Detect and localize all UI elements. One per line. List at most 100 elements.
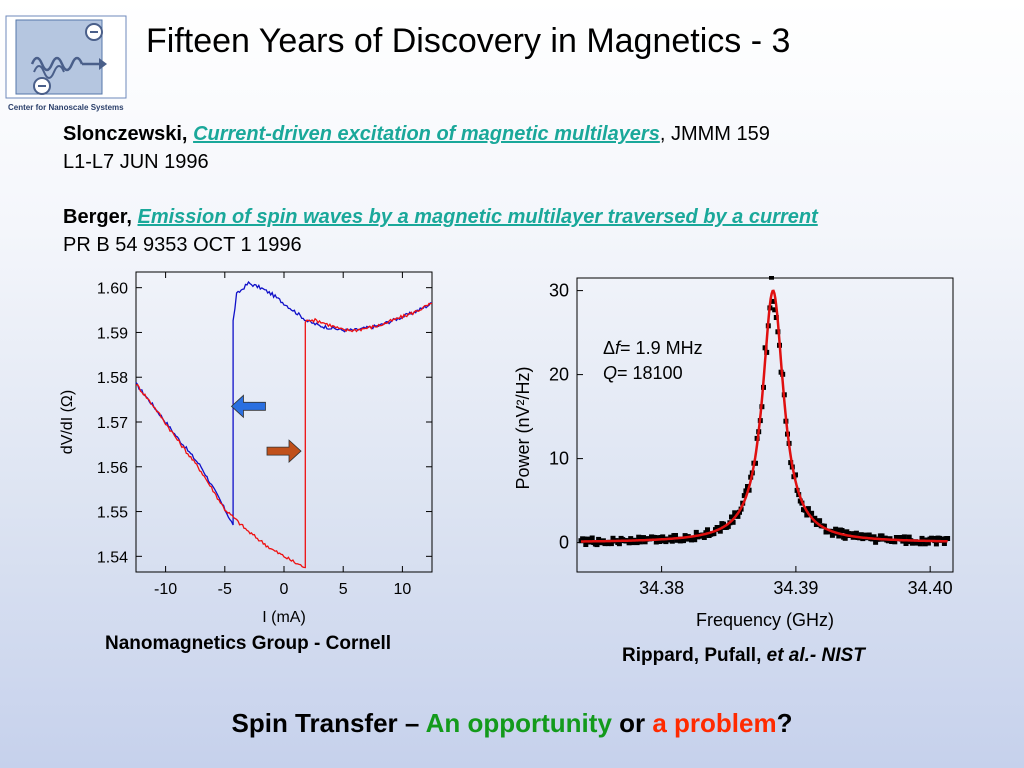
x-axis-label: I (mA) <box>262 609 306 626</box>
data-point <box>673 533 678 538</box>
fit-curve <box>581 289 948 543</box>
data-point <box>925 540 931 546</box>
reference-author: Slonczewski, <box>63 123 188 145</box>
reference-author: Berger, <box>63 206 132 228</box>
data-point <box>628 536 634 542</box>
power-spectrum-chart: 0 10 20 30 34.38 34.39 34.40 Frequency (GHz) P… <box>513 276 954 630</box>
data-point <box>804 512 810 518</box>
data-point <box>745 484 750 489</box>
data-point <box>660 534 666 540</box>
data-point <box>642 539 648 545</box>
data-point <box>833 526 839 532</box>
data-point <box>721 521 726 527</box>
data-point <box>669 538 675 544</box>
data-point <box>730 519 736 525</box>
data-point <box>637 539 643 545</box>
data-point <box>657 539 662 544</box>
y-tick-label: 1.58 <box>97 370 128 387</box>
data-point <box>701 535 707 540</box>
data-point <box>772 307 778 313</box>
data-point <box>849 531 855 537</box>
data-point <box>729 514 734 520</box>
data-point <box>594 542 600 548</box>
logo-text: Center for Nanoscale Systems <box>8 103 124 112</box>
data-series-line <box>135 302 433 569</box>
data-point <box>608 541 614 547</box>
data-point <box>906 534 912 540</box>
data-point <box>842 535 848 541</box>
data-point <box>863 532 869 538</box>
reference-slonczewski: Slonczewski, Current-driven excitation o… <box>63 120 770 176</box>
data-point <box>610 535 616 541</box>
arrow-right-icon <box>266 439 302 464</box>
x-tick-label: 34.38 <box>639 578 684 598</box>
data-point <box>636 534 642 540</box>
data-point <box>892 539 898 545</box>
data-point <box>663 539 669 545</box>
spin-transfer-tagline: Spin Transfer – An opportunity or a prob… <box>231 708 793 738</box>
data-point <box>692 537 698 543</box>
data-point <box>732 510 738 516</box>
y-tick-label: 1.59 <box>97 325 128 342</box>
data-point <box>581 536 587 542</box>
x-tick-label: 34.39 <box>773 578 818 598</box>
data-point <box>853 530 859 536</box>
data-point <box>940 536 946 542</box>
y-tick-label: 1.55 <box>97 505 128 522</box>
data-point <box>616 541 622 547</box>
plot-frame <box>576 277 954 573</box>
data-point <box>652 535 658 540</box>
page-title: Fifteen Years of Discovery in Magnetics … <box>146 22 791 60</box>
caption-nist: Rippard, Pufall, et al.- NIST <box>622 645 865 666</box>
data-point <box>809 510 815 516</box>
data-point <box>705 527 710 533</box>
quality-factor-annotation: Q= 18100 <box>603 363 683 383</box>
data-point <box>945 536 951 541</box>
data-point <box>933 541 939 547</box>
data-point <box>769 276 774 280</box>
x-tick-label: -5 <box>218 581 232 598</box>
y-tick-label: 1.56 <box>97 460 128 477</box>
data-point <box>879 533 885 539</box>
x-tick-label: 0 <box>280 581 289 598</box>
arrow-left-icon <box>230 394 266 419</box>
data-point <box>793 472 798 478</box>
y-tick-label: 1.57 <box>97 415 128 432</box>
x-tick-label: -10 <box>154 581 177 598</box>
y-tick-label: 30 <box>549 281 569 301</box>
data-point <box>873 539 879 545</box>
data-point <box>634 540 640 546</box>
reference-link[interactable]: Current-driven excitation of magnetic mu… <box>193 123 660 145</box>
data-point <box>735 513 741 519</box>
data-point <box>641 535 646 541</box>
y-tick-label: 10 <box>549 449 569 469</box>
x-axis-label: Frequency (GHz) <box>696 610 834 630</box>
data-point <box>858 532 864 538</box>
data-point <box>817 518 823 524</box>
reference-citation-line2: PR B 54 9353 OCT 1 1996 <box>63 234 302 256</box>
y-tick-label: 0 <box>559 533 569 553</box>
data-point <box>682 533 688 539</box>
data-point <box>741 493 747 499</box>
data-point <box>717 528 723 534</box>
data-point <box>917 541 923 547</box>
data-point <box>753 460 758 466</box>
data-point <box>626 540 632 546</box>
y-axis-label: Power (nV²/Hz) <box>513 366 533 489</box>
data-point <box>805 506 811 512</box>
data-point <box>589 535 595 541</box>
reference-link[interactable]: Emission of spin waves by a magnetic mul… <box>137 206 818 228</box>
caption-cornell: Nanomagnetics Group - Cornell <box>105 633 392 654</box>
data-point <box>813 522 819 527</box>
data-point <box>839 528 845 533</box>
data-point <box>905 539 911 545</box>
center-logo: Center for Nanoscale Systems <box>4 14 142 116</box>
x-tick-label: 34.40 <box>908 578 953 598</box>
y-tick-label: 20 <box>549 365 569 385</box>
data-series-line <box>135 280 433 526</box>
y-tick-label: 1.60 <box>97 281 128 298</box>
data-point <box>586 536 592 542</box>
data-point <box>681 538 686 544</box>
data-point <box>655 535 661 541</box>
y-tick-label: 1.54 <box>97 549 128 566</box>
